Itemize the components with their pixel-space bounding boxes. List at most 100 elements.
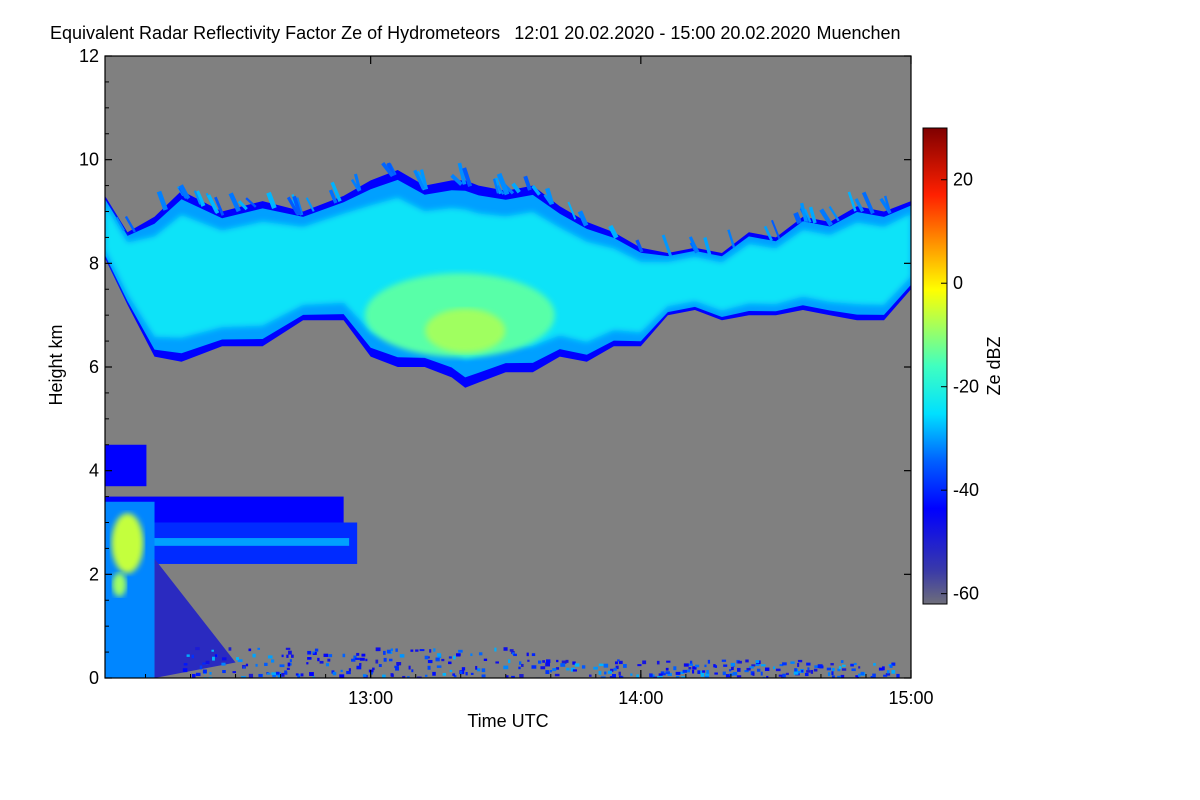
fall-streak: [661, 234, 673, 257]
fall-streak: [847, 191, 857, 212]
clutter-echo: [503, 647, 508, 651]
clutter-echo: [481, 668, 486, 673]
clutter-echo: [692, 669, 695, 674]
x-tick-label: 15:00: [888, 688, 933, 708]
fall-streak: [727, 229, 736, 248]
clutter-echo: [222, 670, 226, 674]
clutter-echo: [682, 669, 688, 673]
clutter-echo: [615, 665, 619, 670]
clutter-echo: [649, 673, 653, 678]
clutter-echo: [355, 657, 360, 660]
fall-streak: [193, 190, 202, 205]
y-tick-label: 10: [79, 150, 99, 170]
clutter-echo: [513, 653, 517, 657]
clutter-echo: [813, 668, 818, 672]
fall-streak: [124, 215, 136, 233]
clutter-echo: [687, 669, 690, 673]
clutter-echo: [760, 671, 763, 676]
clutter-echo: [383, 650, 386, 655]
fall-streak: [511, 182, 521, 194]
clutter-echo: [396, 661, 402, 666]
clutter-echo: [878, 667, 884, 671]
clutter-echo: [252, 653, 256, 658]
clutter-echo: [382, 674, 386, 678]
fall-streak: [419, 169, 429, 190]
clutter-echo: [714, 672, 718, 675]
fall-streak: [799, 202, 808, 222]
colorbar-tick-label: -60: [953, 584, 979, 604]
clutter-echo: [442, 672, 447, 676]
clutter-echo: [814, 665, 820, 669]
clutter-echo: [554, 673, 560, 677]
clutter-echo: [764, 667, 770, 672]
x-axis: 13:00 14:00 15:00: [145, 56, 934, 708]
clutter-echo: [793, 671, 799, 675]
clutter-echo: [782, 673, 786, 678]
colorbar-tick-label: -40: [953, 480, 979, 500]
clutter-echo: [319, 660, 324, 664]
clutter-echo: [245, 663, 249, 667]
fall-streak: [115, 216, 125, 232]
clutter-echo: [729, 669, 732, 672]
clutter-echo: [561, 660, 567, 664]
clutter-echo: [688, 667, 692, 670]
clutter-echo: [332, 671, 337, 676]
clutter-echo: [656, 660, 660, 665]
clutter-echo: [272, 673, 276, 678]
clutter-echo: [383, 657, 387, 662]
fall-streak: [330, 181, 342, 202]
clutter-echo: [199, 665, 203, 670]
y-tick-label: 2: [89, 564, 99, 584]
clutter-echo: [841, 668, 847, 671]
clutter-echo: [713, 664, 716, 668]
clutter-echo: [598, 670, 602, 675]
clutter-echo: [327, 658, 331, 662]
clutter-echo: [855, 675, 858, 678]
clutter-echo: [267, 655, 273, 659]
clutter-echo: [721, 659, 727, 662]
clutter-echo: [257, 647, 261, 650]
fall-streak: [545, 187, 555, 205]
clutter-echo: [695, 664, 700, 668]
clutter-echo: [657, 675, 662, 678]
clutter-echo: [519, 661, 522, 665]
clutter-echo: [287, 662, 291, 667]
clutter-echo: [192, 673, 196, 678]
clutter-echo: [755, 660, 760, 664]
fall-streak: [819, 208, 833, 227]
clutter-echo: [288, 650, 292, 655]
clutter-echo: [840, 674, 845, 678]
clutter-echo: [211, 649, 214, 652]
ice-cloud-inner: [105, 197, 911, 359]
clutter-echo: [732, 671, 738, 676]
clutter-echo: [202, 662, 206, 665]
clutter-echo: [707, 659, 711, 664]
clutter-echo: [775, 668, 781, 672]
clutter-echo: [505, 675, 509, 678]
clutter-echo: [279, 664, 285, 668]
clutter-echo: [736, 675, 742, 678]
clutter-echo: [618, 671, 621, 676]
clutter-echo: [518, 666, 521, 670]
clutter-echo: [390, 673, 394, 677]
clutter-echo: [228, 647, 232, 651]
clutter-echo: [476, 668, 481, 672]
clutter-echo: [630, 673, 633, 676]
clutter-echo: [236, 657, 239, 661]
clutter-echo: [453, 675, 457, 678]
clutter-echo: [636, 674, 640, 678]
clutter-echo: [665, 671, 670, 675]
clutter-echo: [537, 660, 542, 664]
y-tick-label: 12: [79, 46, 99, 66]
clutter-echo: [351, 658, 356, 662]
fall-streak: [861, 191, 875, 215]
clutter-echo: [723, 664, 728, 667]
clutter-echo: [546, 659, 551, 663]
fall-streak: [457, 162, 467, 185]
clutter-echo: [618, 660, 623, 665]
y-tick-label: 8: [89, 253, 99, 273]
chart-time-range: 12:01 20.02.2020 - 15:00 20.02.2020: [514, 23, 810, 43]
x-axis-label: Time UTC: [467, 711, 548, 731]
clutter-echo: [607, 670, 612, 674]
fall-streak: [635, 239, 644, 253]
